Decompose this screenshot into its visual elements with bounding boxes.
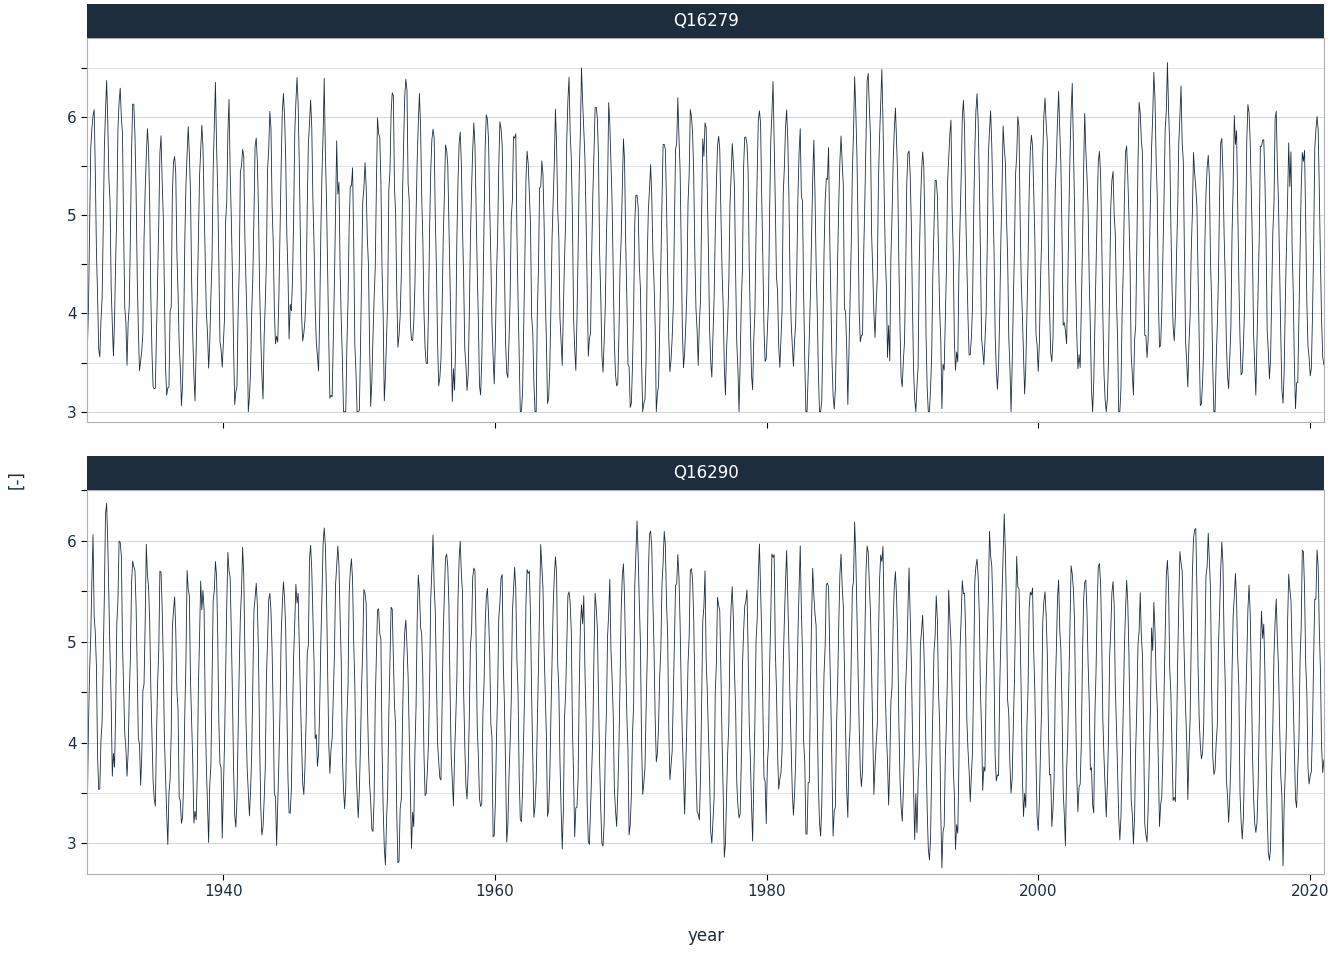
FancyBboxPatch shape [87,456,1324,491]
Text: Q16290: Q16290 [673,465,738,482]
FancyBboxPatch shape [87,4,1324,38]
Text: year: year [687,927,724,945]
Text: Q16279: Q16279 [673,12,738,30]
Text: [-]: [-] [7,470,26,490]
